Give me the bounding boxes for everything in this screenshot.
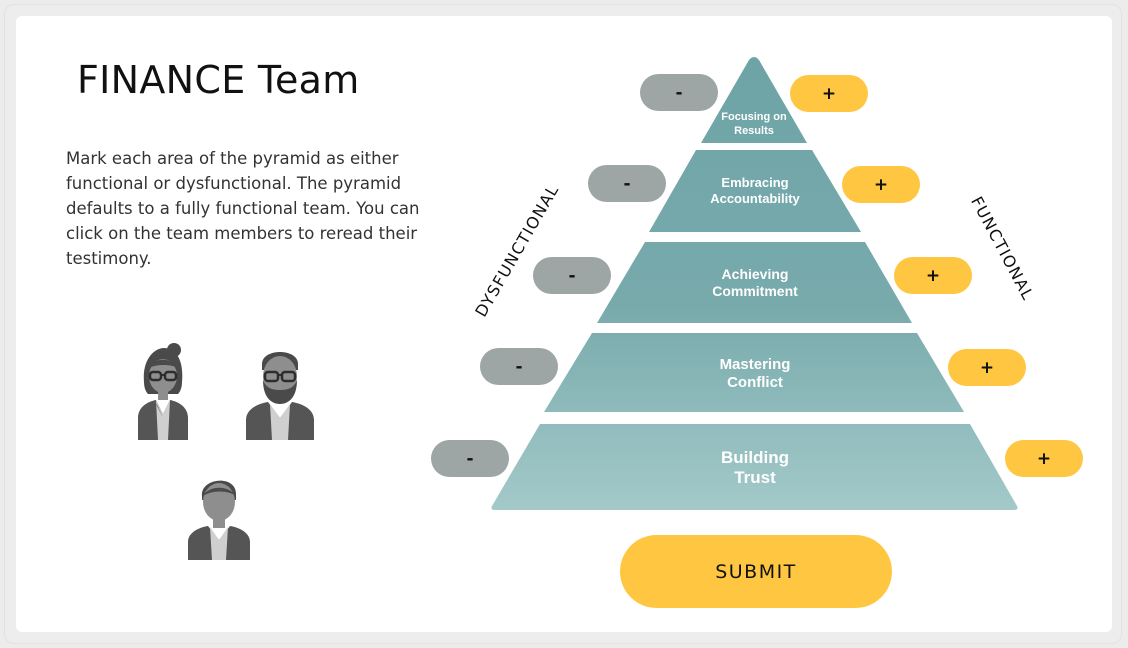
tier-2-dysfunctional-button[interactable]: - <box>588 165 666 202</box>
tier-label-line2: Results <box>734 125 774 137</box>
woman-avatar-icon <box>138 343 188 440</box>
team-member-bearded-man[interactable] <box>244 342 316 440</box>
tier-label-line1: Achieving <box>722 266 789 282</box>
page-title: FINANCE Team <box>77 58 360 102</box>
tier-3-dysfunctional-button[interactable]: - <box>533 257 611 294</box>
instructions-text: Mark each area of the pyramid as either … <box>66 149 420 268</box>
tier-1-dysfunctional-button[interactable]: - <box>640 74 718 111</box>
tier-5-dysfunctional-button[interactable]: - <box>431 440 509 477</box>
submit-button[interactable]: SUBMIT <box>620 535 892 608</box>
tier-label-line2: Conflict <box>727 374 783 391</box>
team-member-man[interactable] <box>186 472 252 560</box>
tier-label-line2: Commitment <box>712 283 798 299</box>
pyramid-tier-mastering-conflict: Mastering Conflict <box>544 333 964 412</box>
tier-1-functional-button[interactable]: + <box>790 75 868 112</box>
tier-label-line1: Embracing <box>721 175 788 190</box>
tier-label-line2: Accountability <box>710 191 800 206</box>
tier-4-dysfunctional-button[interactable]: - <box>480 348 558 385</box>
tier-label-line2: Trust <box>734 468 776 487</box>
tier-label-line1: Building <box>721 448 789 467</box>
man-avatar-icon <box>188 480 250 560</box>
tier-2-functional-button[interactable]: + <box>842 166 920 203</box>
tier-4-functional-button[interactable]: + <box>948 349 1026 386</box>
team-member-woman[interactable] <box>136 342 190 440</box>
pyramid-tier-focusing-on-results: Focusing on Results <box>701 57 807 143</box>
tier-5-functional-button[interactable]: + <box>1005 440 1083 477</box>
tier-3-functional-button[interactable]: + <box>894 257 972 294</box>
pyramid-tier-embracing-accountability: Embracing Accountability <box>649 150 861 232</box>
tier-label-line1: Mastering <box>720 356 791 373</box>
tier-label-line1: Focusing on <box>721 111 787 123</box>
pyramid-tier-achieving-commitment: Achieving Commitment <box>597 242 912 323</box>
pyramid-tier-building-trust: Building Trust <box>491 424 1018 510</box>
bearded-man-avatar-icon <box>246 352 314 440</box>
